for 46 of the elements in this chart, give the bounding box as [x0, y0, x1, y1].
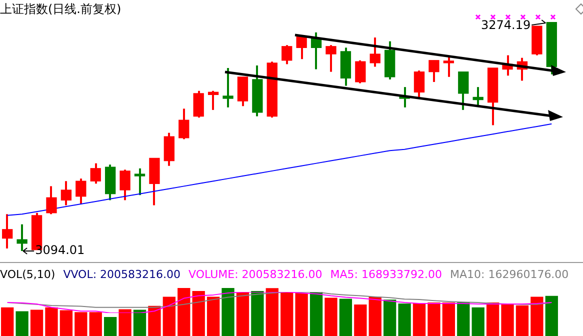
bar [45, 307, 58, 336]
bar [236, 292, 250, 336]
bar [251, 291, 264, 336]
bar [324, 298, 338, 336]
bar [192, 291, 205, 336]
bar [530, 296, 544, 336]
bar [501, 304, 514, 336]
bar [457, 302, 470, 336]
bar [118, 309, 132, 336]
bar [354, 304, 367, 336]
bar [384, 300, 396, 336]
bar [442, 302, 455, 336]
bar [222, 288, 234, 336]
bar [74, 312, 88, 336]
bar [30, 310, 44, 336]
chart-title: 上证指数(日线.前复权) [0, 1, 122, 18]
annotation: 3274.19 [481, 18, 531, 32]
bar [310, 292, 323, 336]
bar [60, 310, 73, 336]
bar [516, 305, 529, 336]
bar [295, 292, 308, 336]
text: MA5: 168933792.00 [330, 268, 442, 281]
bar [178, 288, 190, 336]
text: VOLUME: 200583216.00 [188, 268, 322, 281]
bar [104, 316, 117, 336]
bar [266, 288, 278, 336]
bar [339, 298, 352, 336]
bar [148, 306, 161, 336]
bar [368, 296, 382, 336]
bar [206, 296, 220, 336]
annotation: 3094.01 [35, 243, 85, 258]
bar [398, 304, 411, 336]
bar [428, 302, 440, 336]
bar [16, 311, 28, 336]
bar [280, 292, 294, 336]
chart-title: VOL(5,10) [0, 268, 56, 281]
text: VVOL: 200583216.00 [63, 268, 181, 281]
bar [486, 302, 500, 336]
text: MA10: 162960176.00 [450, 268, 569, 281]
bar [545, 296, 558, 336]
bar [1, 307, 14, 336]
bar [472, 307, 484, 336]
bar [412, 304, 426, 336]
bar [133, 310, 146, 336]
bar [162, 296, 176, 336]
bar [89, 312, 102, 336]
